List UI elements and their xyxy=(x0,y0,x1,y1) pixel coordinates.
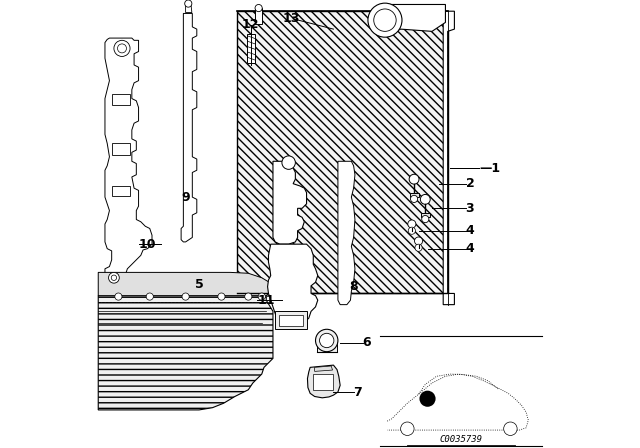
Bar xyxy=(313,374,333,390)
Circle shape xyxy=(319,333,334,348)
Circle shape xyxy=(415,244,422,251)
Circle shape xyxy=(408,220,416,228)
Circle shape xyxy=(182,293,189,300)
Circle shape xyxy=(504,422,517,435)
Circle shape xyxy=(109,272,119,283)
Circle shape xyxy=(114,40,130,56)
Circle shape xyxy=(420,194,430,204)
Circle shape xyxy=(115,293,122,300)
Circle shape xyxy=(146,293,154,300)
Polygon shape xyxy=(273,161,307,244)
Text: C0035739: C0035739 xyxy=(440,435,483,444)
Text: 3: 3 xyxy=(465,202,474,215)
Circle shape xyxy=(422,215,429,223)
Text: 4: 4 xyxy=(465,242,474,255)
Circle shape xyxy=(368,3,402,37)
Bar xyxy=(237,11,448,293)
Polygon shape xyxy=(98,272,273,296)
Text: —1: —1 xyxy=(479,161,500,175)
Text: 9: 9 xyxy=(181,190,189,204)
Bar xyxy=(255,8,262,24)
Circle shape xyxy=(111,275,116,280)
Circle shape xyxy=(185,0,192,7)
Circle shape xyxy=(218,293,225,300)
Circle shape xyxy=(408,227,415,234)
Polygon shape xyxy=(105,38,152,289)
Polygon shape xyxy=(315,366,333,371)
Bar xyxy=(111,94,129,105)
Circle shape xyxy=(401,422,414,435)
Circle shape xyxy=(419,391,436,407)
Text: 13: 13 xyxy=(282,12,300,26)
Text: 2: 2 xyxy=(465,177,474,190)
Bar xyxy=(111,186,129,196)
Text: 6: 6 xyxy=(362,336,371,349)
Polygon shape xyxy=(338,161,355,305)
Polygon shape xyxy=(98,296,273,410)
Polygon shape xyxy=(181,13,196,242)
Polygon shape xyxy=(410,193,419,197)
Circle shape xyxy=(410,195,418,202)
Polygon shape xyxy=(248,34,255,63)
Circle shape xyxy=(244,293,252,300)
Text: 10: 10 xyxy=(138,237,156,251)
Text: 8: 8 xyxy=(349,280,358,293)
Text: 7: 7 xyxy=(353,385,362,399)
Circle shape xyxy=(258,293,266,300)
Bar xyxy=(317,340,337,352)
Text: 4: 4 xyxy=(465,224,474,237)
Circle shape xyxy=(316,329,338,352)
Text: 11: 11 xyxy=(257,293,275,307)
Circle shape xyxy=(374,9,396,31)
Polygon shape xyxy=(307,365,340,398)
Bar xyxy=(111,143,129,155)
Polygon shape xyxy=(186,4,192,13)
Circle shape xyxy=(415,237,422,245)
Polygon shape xyxy=(421,213,430,217)
Bar xyxy=(275,311,307,329)
Circle shape xyxy=(255,4,262,12)
Bar xyxy=(279,315,303,326)
Polygon shape xyxy=(385,4,445,36)
Text: 5: 5 xyxy=(195,278,204,291)
Polygon shape xyxy=(443,11,454,305)
Circle shape xyxy=(282,156,296,169)
Text: 12: 12 xyxy=(242,18,259,31)
Circle shape xyxy=(409,174,419,184)
Circle shape xyxy=(118,44,127,53)
Polygon shape xyxy=(268,244,317,326)
